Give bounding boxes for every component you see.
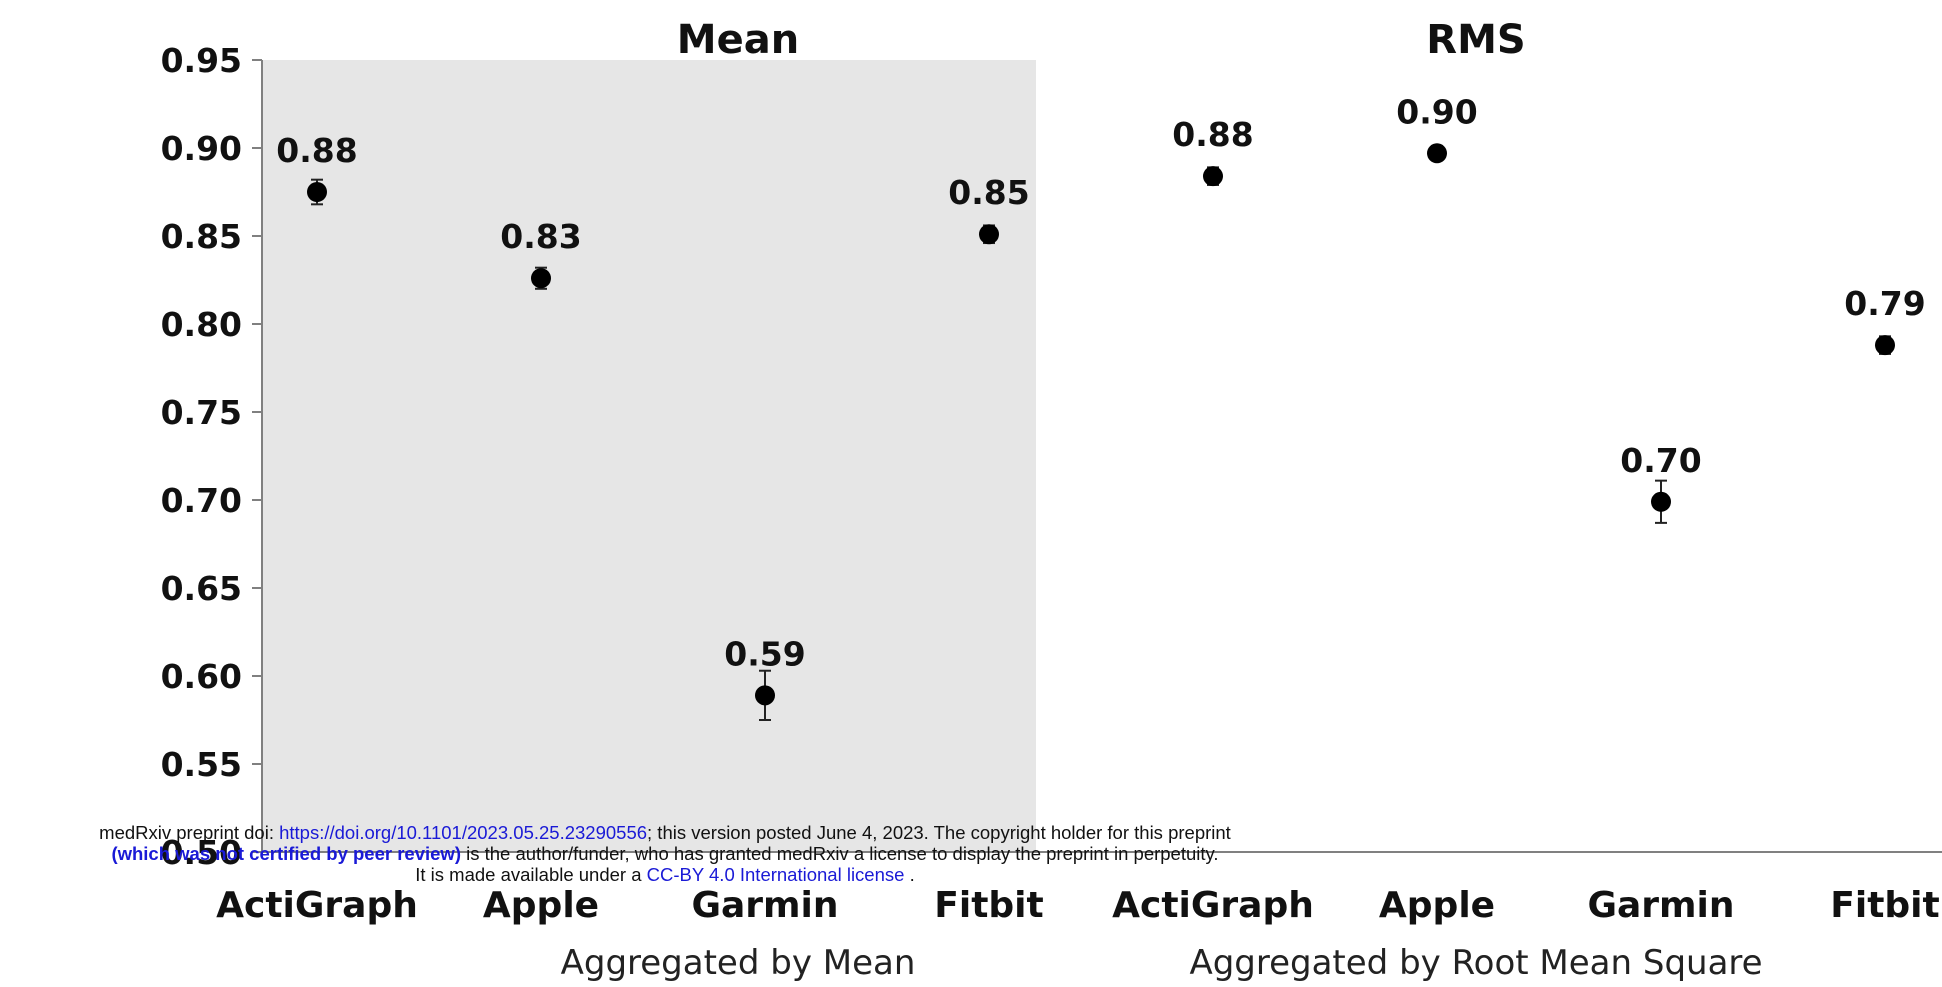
preprint-notice: medRxiv preprint doi: https://doi.org/10… — [0, 822, 1330, 885]
data-point-actigraph — [1203, 166, 1223, 187]
data-point-garmin — [1651, 491, 1671, 512]
y-tick-label: 0.95 — [161, 41, 242, 80]
panel-shading-mean — [262, 60, 1036, 852]
y-tick-label: 0.70 — [161, 481, 242, 520]
data-label-garmin: 0.59 — [724, 634, 805, 673]
doi-link[interactable]: https://doi.org/10.1101/2023.05.25.23290… — [279, 822, 648, 843]
notice-line-2: (which was not certified by peer review)… — [0, 843, 1330, 864]
y-tick-label: 0.75 — [161, 393, 242, 432]
y-tick-label: 0.60 — [161, 657, 242, 696]
y-tick-label: 0.55 — [161, 745, 242, 784]
notice-line-1: medRxiv preprint doi: https://doi.org/10… — [0, 822, 1330, 843]
y-tick-label: 0.65 — [161, 569, 242, 608]
notice-available-text: It is made available under a — [415, 864, 647, 885]
y-tick-label: 0.90 — [161, 129, 242, 168]
data-point-garmin — [755, 685, 775, 706]
group-label-mean: Aggregated by Mean — [561, 943, 916, 983]
category-label-apple: Apple — [483, 885, 599, 926]
panel-title-mean: Mean — [677, 17, 799, 63]
data-label-apple: 0.83 — [500, 217, 581, 256]
data-point-fitbit — [1875, 335, 1895, 356]
notice-posted-text: ; this version posted June 4, 2023. The … — [647, 822, 1231, 843]
y-tick-label: 0.80 — [161, 305, 242, 344]
group-label-rms: Aggregated by Root Mean Square — [1189, 943, 1762, 983]
data-label-garmin: 0.70 — [1620, 441, 1701, 480]
category-label-apple: Apple — [1379, 885, 1495, 926]
data-label-actigraph: 0.88 — [1172, 115, 1253, 154]
data-point-actigraph — [307, 182, 327, 202]
category-label-actigraph: ActiGraph — [216, 885, 418, 926]
data-label-fitbit: 0.79 — [1844, 284, 1925, 323]
peer-review-note: (which was not certified by peer review) — [111, 843, 461, 864]
notice-end: . — [904, 864, 915, 885]
data-label-actigraph: 0.88 — [276, 131, 357, 170]
notice-line-3: It is made available under a CC-BY 4.0 I… — [0, 864, 1330, 885]
y-tick-label: 0.85 — [161, 217, 242, 256]
category-label-garmin: Garmin — [1587, 885, 1734, 926]
y-tick-label: 0.50 — [161, 833, 242, 872]
data-label-fitbit: 0.85 — [948, 173, 1029, 212]
category-label-garmin: Garmin — [691, 885, 838, 926]
category-label-fitbit: Fitbit — [1830, 885, 1939, 926]
notice-license-text: is the author/funder, who has granted me… — [460, 843, 1219, 864]
data-label-apple: 0.90 — [1396, 92, 1477, 131]
category-label-actigraph: ActiGraph — [1112, 885, 1314, 926]
category-label-fitbit: Fitbit — [934, 885, 1043, 926]
license-link[interactable]: CC-BY 4.0 International license — [646, 864, 905, 885]
data-point-fitbit — [979, 224, 999, 245]
notice-doi-prefix: medRxiv preprint doi: — [99, 822, 280, 843]
data-point-apple — [1427, 143, 1447, 164]
data-point-apple — [531, 268, 551, 289]
panel-title-rms: RMS — [1426, 17, 1525, 63]
